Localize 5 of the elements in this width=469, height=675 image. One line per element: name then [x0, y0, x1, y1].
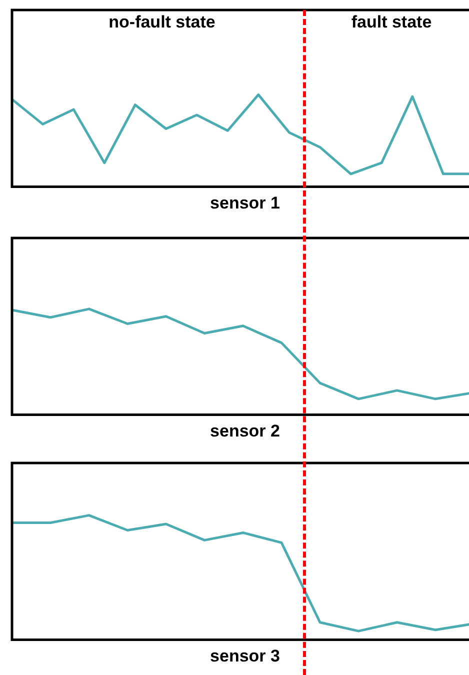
text: no-fault state	[108, 12, 216, 32]
x-axis-title: sensor 2	[210, 421, 280, 440]
x-axis-title: sensor 1	[210, 193, 280, 212]
text: fault state	[351, 12, 432, 32]
x-axis-title: sensor 3	[210, 646, 280, 666]
